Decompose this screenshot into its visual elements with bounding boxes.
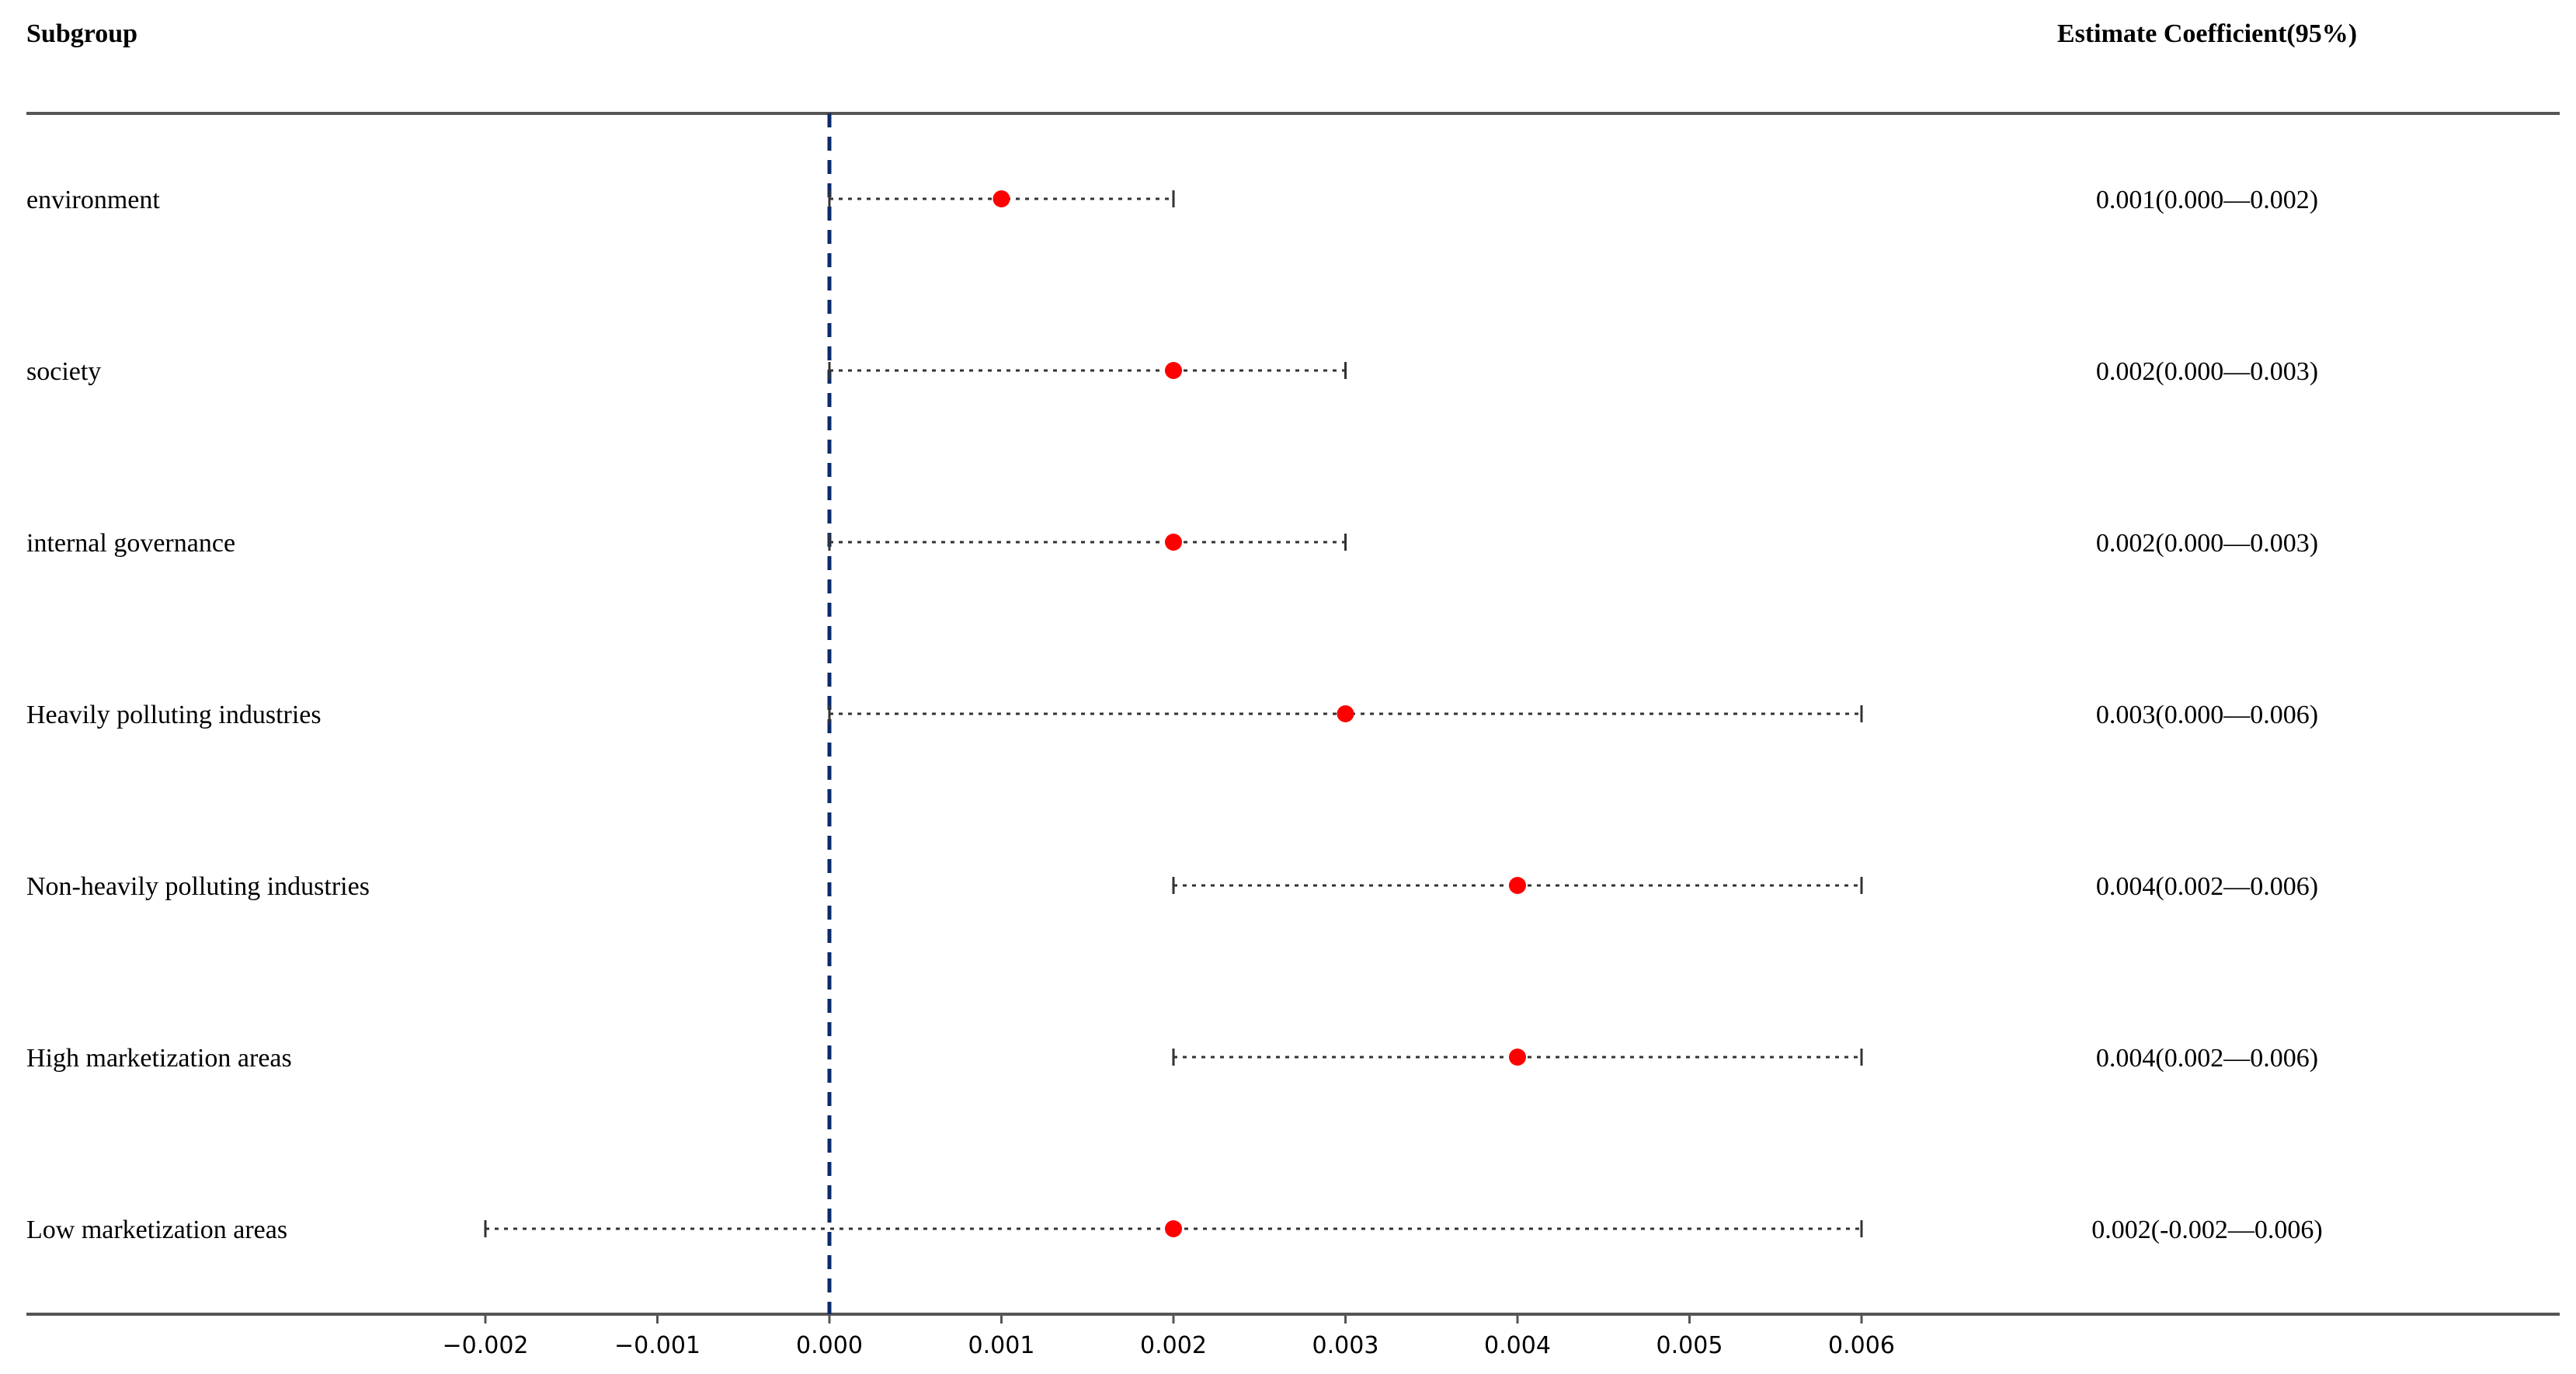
estimate-value: 0.002(0.000—0.003) — [2096, 529, 2318, 558]
forest-row: Heavily polluting industries 0.003(0.000—… — [26, 701, 2318, 729]
row-label: Low marketization areas — [26, 1216, 287, 1244]
row-label: Non-heavily polluting industries — [26, 872, 370, 901]
estimate-value: 0.002(0.000—0.003) — [2096, 357, 2318, 386]
x-axis-ticks: −0.002 −0.001 0.000 0.001 0.002 0.003 0.004 0.0… — [442, 1314, 1895, 1359]
row-label: Heavily polluting industries — [26, 701, 322, 729]
forest-row: Low marketization areas 0.002(-0.002—0.00… — [26, 1216, 2323, 1244]
rows-layer: environment 0.001(0.000—0.002) society 0.00… — [26, 113, 2323, 1314]
x-tick-label: 0.005 — [1656, 1332, 1723, 1359]
estimate-point — [1165, 362, 1182, 379]
estimate-point — [1165, 1220, 1182, 1237]
estimate-value: 0.003(0.000—0.006) — [2096, 701, 2318, 729]
x-tick-label: 0.001 — [968, 1332, 1035, 1359]
row-label: society — [26, 357, 101, 386]
estimate-value: 0.004(0.002—0.006) — [2096, 872, 2318, 901]
estimate-point — [1337, 705, 1354, 722]
x-tick-label: −0.002 — [442, 1332, 528, 1359]
forest-row: Non-heavily polluting industries 0.004(0.… — [26, 872, 2318, 901]
estimate-point — [1509, 877, 1526, 894]
estimate-point — [1509, 1049, 1526, 1066]
x-tick-label: −0.001 — [614, 1332, 700, 1359]
estimate-point — [993, 190, 1010, 207]
x-tick-label: 0.003 — [1312, 1332, 1379, 1359]
estimate-point — [1165, 534, 1182, 551]
row-label: internal governance — [26, 529, 235, 558]
subgroup-header: Subgroup — [26, 19, 137, 48]
x-tick-label: 0.004 — [1484, 1332, 1551, 1359]
row-label: environment — [26, 186, 160, 214]
x-tick-label: 0.000 — [796, 1332, 863, 1359]
x-tick-label: 0.002 — [1140, 1332, 1207, 1359]
forest-row: internal governance 0.002(0.000—0.003) — [26, 529, 2318, 558]
forest-row: environment 0.001(0.000—0.002) — [26, 186, 2318, 214]
estimate-value: 0.002(-0.002—0.006) — [2091, 1216, 2322, 1244]
estimate-header: Estimate Coefficient(95%) — [2057, 19, 2357, 48]
estimate-value: 0.001(0.000—0.002) — [2096, 186, 2318, 214]
estimate-value: 0.004(0.002—0.006) — [2096, 1044, 2318, 1073]
forest-row: society 0.002(0.000—0.003) — [26, 357, 2318, 386]
row-label: High marketization areas — [26, 1044, 292, 1073]
forest-row: High marketization areas 0.004(0.002—0.00… — [26, 1044, 2318, 1073]
x-tick-label: 0.006 — [1828, 1332, 1895, 1359]
